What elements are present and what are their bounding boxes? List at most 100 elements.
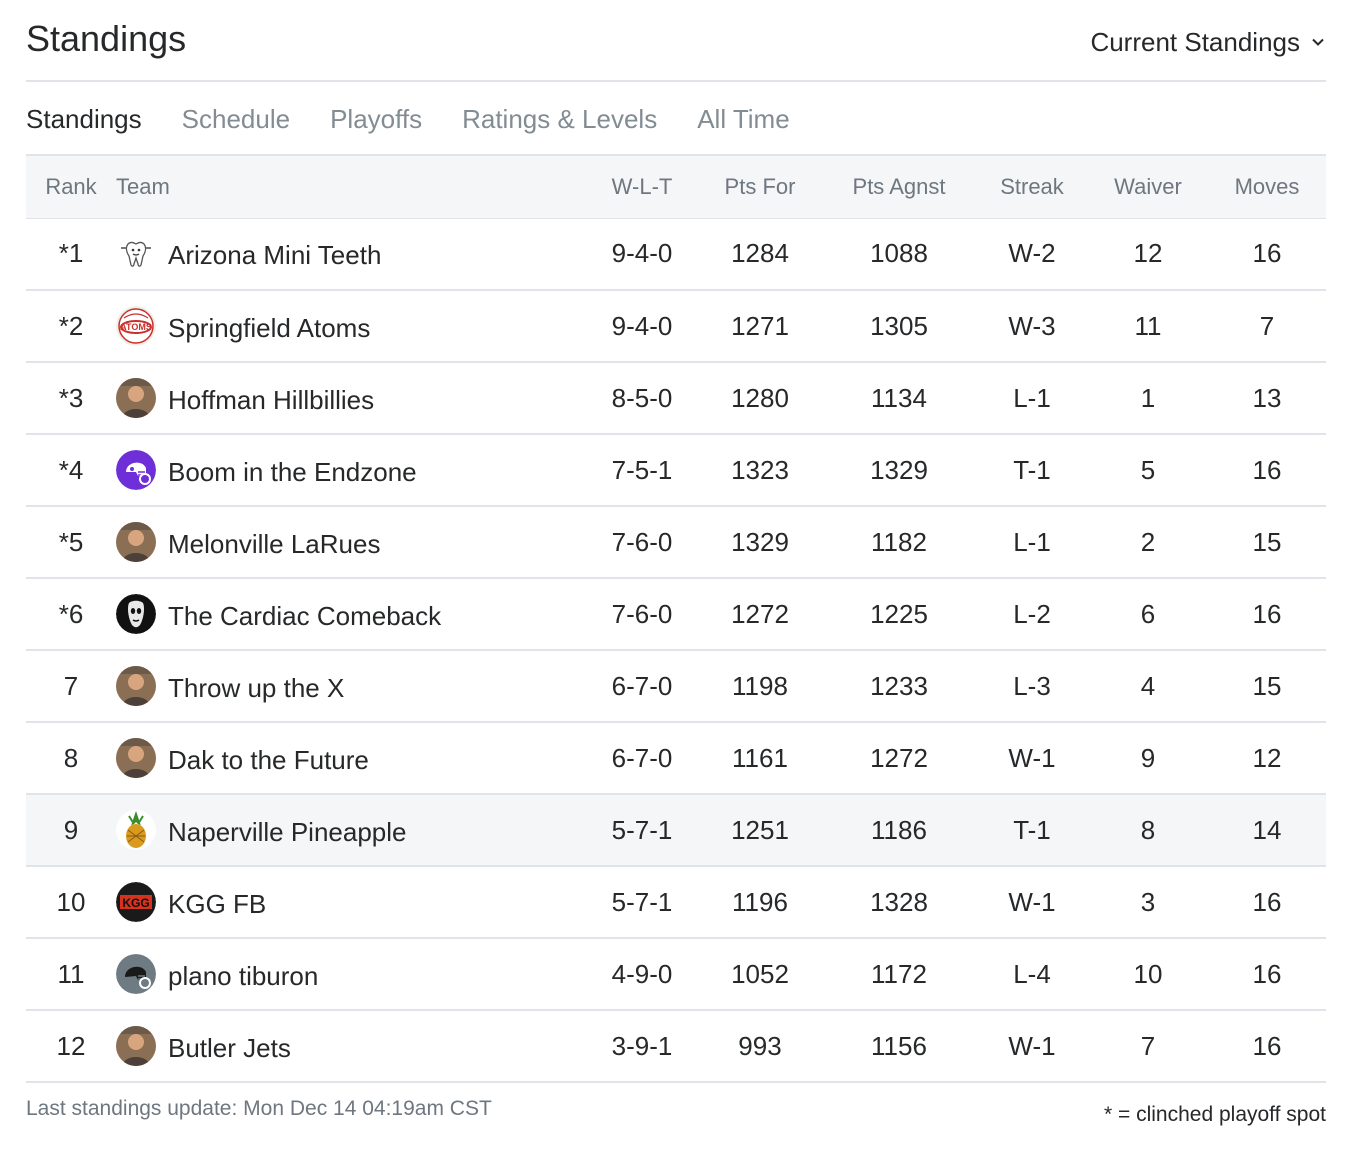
streak-cell: W-1 bbox=[1008, 742, 1056, 773]
team-name: Naperville Pineapple bbox=[168, 816, 407, 847]
rank-cell: 12 bbox=[56, 1030, 86, 1061]
current-standings-dropdown[interactable]: Current Standings bbox=[1090, 27, 1326, 58]
waiver-cell: 11 bbox=[1134, 310, 1162, 341]
tab-schedule[interactable]: Schedule bbox=[181, 103, 291, 134]
table-row: 12 Butler Jets 3-9-1 993 1156 W-1 7 16 bbox=[26, 1010, 1326, 1082]
team-link[interactable]: Hoffman Hillbillies bbox=[116, 378, 586, 418]
team-cell: Arizona Mini Teeth bbox=[116, 218, 586, 290]
tab-all-time[interactable]: All Time bbox=[697, 103, 790, 134]
waiver-cell: 10 bbox=[1133, 958, 1163, 989]
streak-cell: W-2 bbox=[1008, 238, 1056, 269]
team-name: KGG FB bbox=[168, 888, 267, 919]
team-name: plano tiburon bbox=[168, 960, 319, 991]
team-link[interactable]: Boom in the Endzone bbox=[116, 450, 586, 490]
table-row: 8 Dak to the Future 6-7-0 1161 1272 W-1 9 12 bbox=[26, 722, 1326, 794]
rank-cell: *1 bbox=[58, 238, 84, 269]
column-header-waiver[interactable]: Waiver bbox=[1114, 173, 1182, 199]
streak-cell: L-2 bbox=[1013, 598, 1051, 629]
streak-cell: W-1 bbox=[1008, 886, 1056, 917]
team-cell: Hoffman Hillbillies bbox=[116, 362, 586, 434]
pts-for-cell: 1052 bbox=[731, 958, 789, 989]
moves-cell: 16 bbox=[1252, 958, 1282, 989]
team-name: Hoffman Hillbillies bbox=[168, 384, 375, 415]
wlt-cell: 7-6-0 bbox=[611, 526, 673, 557]
team-name: Throw up the X bbox=[168, 672, 345, 703]
wlt-cell: 9-4-0 bbox=[611, 310, 673, 341]
waiver-cell: 1 bbox=[1140, 382, 1156, 413]
waiver-cell: 4 bbox=[1140, 670, 1156, 701]
streak-cell: W-3 bbox=[1008, 310, 1056, 341]
moves-cell: 16 bbox=[1252, 598, 1282, 629]
tab-standings[interactable]: Standings bbox=[26, 103, 142, 134]
pts-agnst-cell: 1156 bbox=[871, 1030, 927, 1061]
pts-for-cell: 1284 bbox=[731, 238, 789, 269]
pts-for-cell: 1323 bbox=[731, 454, 789, 485]
team-cell: plano tiburon bbox=[116, 938, 586, 1010]
table-row: 11 plano tiburon 4-9-0 1052 1172 L-4 10 16 bbox=[26, 938, 1326, 1010]
team-link[interactable]: KGG KGG FB bbox=[116, 882, 586, 922]
column-header-moves[interactable]: Moves bbox=[1234, 173, 1300, 199]
team-photo-icon bbox=[116, 378, 156, 418]
column-header-pts-agnst[interactable]: Pts Agnst bbox=[852, 173, 946, 199]
column-header-pts-for[interactable]: Pts For bbox=[724, 173, 796, 199]
team-cell: Naperville Pineapple bbox=[116, 794, 586, 866]
pts-agnst-cell: 1172 bbox=[871, 958, 927, 989]
streak-cell: L-1 bbox=[1013, 382, 1051, 413]
svg-text:ATOMS: ATOMS bbox=[120, 322, 152, 332]
waiver-cell: 5 bbox=[1140, 454, 1156, 485]
tab-ratings-levels[interactable]: Ratings & Levels bbox=[462, 103, 658, 134]
streak-cell: T-1 bbox=[1013, 814, 1051, 845]
pts-agnst-cell: 1225 bbox=[870, 598, 928, 629]
pts-agnst-cell: 1134 bbox=[871, 382, 927, 413]
rank-cell: *4 bbox=[58, 454, 84, 485]
team-photo-icon bbox=[116, 738, 156, 778]
team-link[interactable]: Naperville Pineapple bbox=[116, 810, 586, 850]
waiver-cell: 2 bbox=[1140, 526, 1156, 557]
team-cell: Boom in the Endzone bbox=[116, 434, 586, 506]
chevron-down-icon bbox=[1312, 38, 1324, 46]
purple-helmet-icon bbox=[116, 450, 156, 490]
team-link[interactable]: plano tiburon bbox=[116, 954, 586, 994]
last-update-text: Last standings update: Mon Dec 14 04:19a… bbox=[26, 1097, 492, 1120]
atoms-logo-icon: ATOMS bbox=[116, 306, 156, 346]
streak-cell: L-4 bbox=[1013, 958, 1051, 989]
standings-tabs: Standings Schedule Playoffs Ratings & Le… bbox=[26, 82, 1326, 156]
waiver-cell: 7 bbox=[1140, 1030, 1156, 1061]
team-name: Arizona Mini Teeth bbox=[168, 240, 382, 271]
tab-playoffs[interactable]: Playoffs bbox=[330, 103, 423, 134]
moves-cell: 16 bbox=[1252, 886, 1282, 917]
column-header-wlt[interactable]: W-L-T bbox=[611, 173, 673, 199]
streak-cell: T-1 bbox=[1013, 454, 1051, 485]
team-link[interactable]: Melonville LaRues bbox=[116, 522, 586, 562]
team-photo-icon bbox=[116, 522, 156, 562]
team-name: Dak to the Future bbox=[168, 744, 369, 775]
column-header-rank[interactable]: Rank bbox=[45, 173, 97, 199]
moves-cell: 15 bbox=[1252, 670, 1282, 701]
rank-cell: 10 bbox=[56, 886, 86, 917]
standings-header: Standings Current Standings bbox=[26, 0, 1326, 82]
team-link[interactable]: ATOMS Springfield Atoms bbox=[116, 306, 586, 346]
team-link[interactable]: Butler Jets bbox=[116, 1026, 586, 1066]
svg-text:KGG: KGG bbox=[122, 896, 149, 910]
rank-cell: 9 bbox=[63, 814, 79, 845]
rank-cell: *5 bbox=[58, 526, 84, 557]
moves-cell: 16 bbox=[1252, 238, 1282, 269]
team-link[interactable]: The Cardiac Comeback bbox=[116, 594, 586, 634]
streak-cell: L-1 bbox=[1013, 526, 1051, 557]
table-row: *1 Arizona Mini Teeth 9-4-0 1284 1088 W-2 12 16 bbox=[26, 218, 1326, 290]
tooth-logo-icon bbox=[116, 233, 156, 274]
page-title: Standings bbox=[26, 18, 187, 59]
pts-agnst-cell: 1088 bbox=[870, 238, 928, 269]
team-link[interactable]: Dak to the Future bbox=[116, 738, 586, 778]
streak-cell: L-3 bbox=[1013, 670, 1051, 701]
wlt-cell: 6-7-0 bbox=[611, 670, 673, 701]
moves-cell: 16 bbox=[1252, 1030, 1282, 1061]
team-link[interactable]: Arizona Mini Teeth bbox=[116, 233, 586, 274]
column-header-streak[interactable]: Streak bbox=[1000, 173, 1064, 199]
team-link[interactable]: Throw up the X bbox=[116, 666, 586, 706]
standings-panel: Standings Current Standings Standings Sc… bbox=[26, 0, 1326, 1127]
moves-cell: 12 bbox=[1252, 742, 1282, 773]
pts-agnst-cell: 1233 bbox=[870, 670, 928, 701]
column-header-team[interactable]: Team bbox=[116, 173, 170, 199]
team-photo-icon bbox=[116, 1026, 156, 1066]
